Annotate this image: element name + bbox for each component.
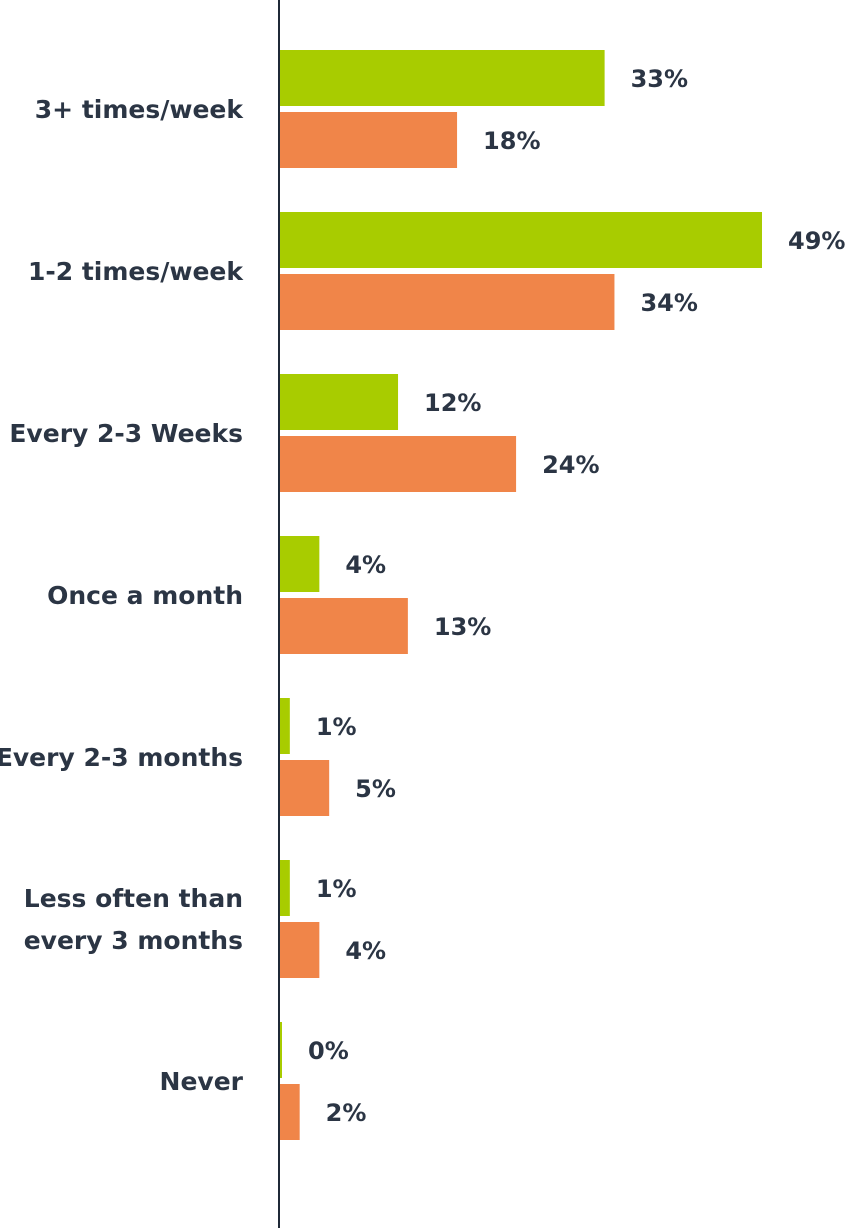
data-label-series2-cat6: 4% (345, 937, 386, 965)
data-label-series2-cat7: 2% (326, 1099, 367, 1127)
bar-series2-cat3 (280, 436, 517, 492)
bar-series2-cat5 (280, 760, 330, 816)
bars-layer (280, 50, 762, 1140)
bar-series2-cat6 (280, 922, 320, 978)
bar-series2-cat4 (280, 598, 408, 654)
category-label-1: 3+ times/week (35, 95, 245, 124)
data-label-series1-cat4: 4% (345, 551, 386, 579)
data-label-series2-cat2: 34% (640, 289, 697, 317)
data-label-series1-cat6: 1% (316, 875, 357, 903)
bar-series1-cat5 (280, 698, 290, 754)
category-label-6-line1: Less often than (24, 884, 243, 913)
data-label-series1-cat7: 0% (308, 1037, 349, 1065)
data-label-series1-cat3: 12% (424, 389, 481, 417)
bar-series1-cat7 (280, 1022, 282, 1078)
data-label-series2-cat1: 18% (483, 127, 540, 155)
data-label-series1-cat5: 1% (316, 713, 357, 741)
labels-layer: 33% 18% 3+ times/week 49% 34% 1-2 times/week 1… (0, 65, 845, 1127)
bar-series1-cat6 (280, 860, 290, 916)
bar-series1-cat4 (280, 536, 320, 592)
bar-series1-cat2 (280, 212, 762, 268)
data-label-series2-cat4: 13% (434, 613, 491, 641)
bar-series1-cat3 (280, 374, 399, 430)
bar-series2-cat2 (280, 274, 615, 330)
data-label-series1-cat1: 33% (631, 65, 688, 93)
data-label-series1-cat2: 49% (788, 227, 845, 255)
data-label-series2-cat5: 5% (355, 775, 396, 803)
bar-series2-cat7 (280, 1084, 300, 1140)
category-label-5: Every 2-3 months (0, 743, 243, 772)
category-label-4: Once a month (47, 581, 243, 610)
bar-series1-cat1 (280, 50, 605, 106)
category-label-3: Every 2-3 Weeks (9, 419, 243, 448)
bar-series2-cat1 (280, 112, 458, 168)
category-label-7: Never (160, 1067, 244, 1096)
category-label-6-line2: every 3 months (24, 926, 243, 955)
category-label-2: 1-2 times/week (28, 257, 244, 286)
data-label-series2-cat3: 24% (542, 451, 599, 479)
